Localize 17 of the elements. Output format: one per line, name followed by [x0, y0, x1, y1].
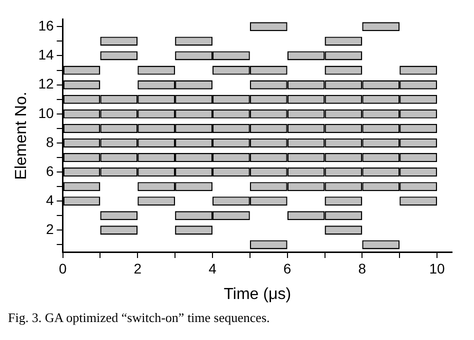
- y-axis-title: Element No.: [13, 92, 30, 180]
- y-tick-label: 14: [38, 46, 54, 63]
- y-tick-label: 2: [46, 221, 54, 238]
- x-tick-label: 10: [429, 260, 446, 276]
- x-axis-title: Time (μs): [224, 286, 292, 303]
- y-tick-label: 6: [46, 162, 54, 179]
- caption: Fig. 3. GA optimized “switch-on” time sequences.: [8, 310, 271, 326]
- y-tick-label: 10: [38, 104, 54, 121]
- y-tick-label: 4: [46, 192, 54, 208]
- x-tick-label: 8: [358, 260, 366, 276]
- x-tick-label: 6: [283, 260, 292, 276]
- y-tick-label: 16: [38, 18, 54, 34]
- y-tick-label: 12: [38, 76, 54, 92]
- x-tick-label: 4: [208, 260, 217, 276]
- x-tick-label: 0: [58, 260, 67, 276]
- x-tick-label: 2: [134, 260, 142, 276]
- y-tick-label: 8: [46, 134, 54, 150]
